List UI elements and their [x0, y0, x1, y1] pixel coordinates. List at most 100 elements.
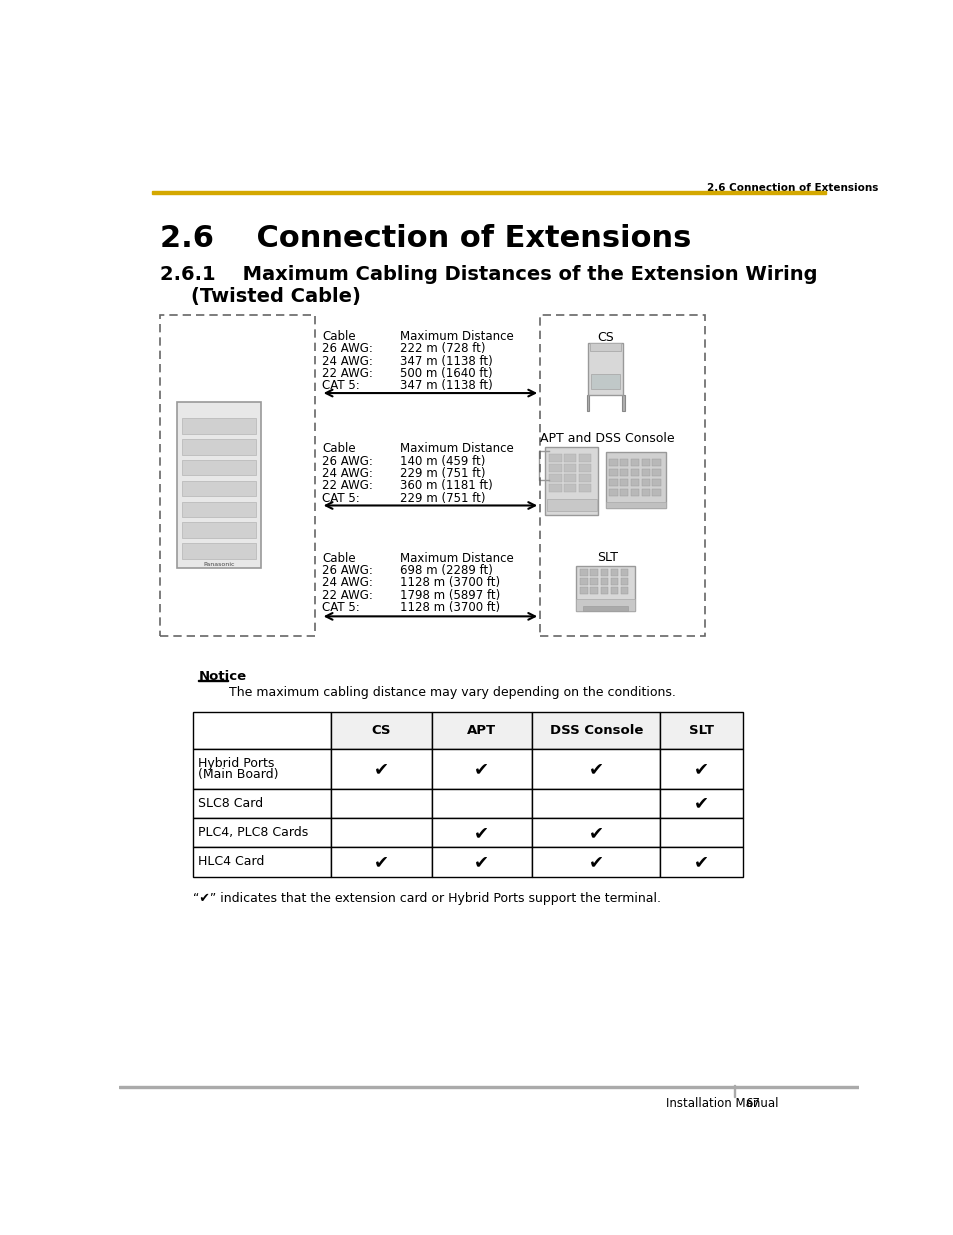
Text: Hybrid Ports: Hybrid Ports [198, 757, 274, 769]
Text: 22 AWG:: 22 AWG: [322, 367, 373, 380]
Bar [563, 464, 576, 472]
Bar [331, 711, 431, 748]
Text: 26 AWG:: 26 AWG: [322, 454, 373, 468]
Bar [532, 711, 659, 748]
Text: ✔: ✔ [588, 824, 603, 842]
Bar [549, 454, 561, 462]
Text: SLT: SLT [688, 724, 714, 737]
Bar [630, 468, 639, 477]
Bar [587, 343, 622, 395]
Bar [331, 847, 431, 877]
Text: ✔: ✔ [474, 853, 489, 871]
Bar [182, 522, 256, 537]
Bar [630, 489, 639, 496]
Bar [578, 464, 591, 472]
Bar [599, 578, 608, 585]
Bar [659, 789, 742, 818]
Bar [641, 468, 649, 477]
Bar [331, 748, 431, 789]
Bar [659, 748, 742, 789]
Bar [591, 374, 619, 389]
Bar [532, 748, 659, 789]
Bar [619, 478, 628, 487]
Text: “✔” indicates that the extension card or Hybrid Ports support the terminal.: “✔” indicates that the extension card or… [193, 892, 660, 905]
Text: 24 AWG:: 24 AWG: [322, 467, 373, 480]
Bar [545, 447, 598, 515]
Text: 1798 m (5897 ft): 1798 m (5897 ft) [399, 589, 499, 601]
Bar [182, 501, 256, 517]
Bar [610, 578, 618, 585]
Bar [578, 484, 591, 492]
Bar [590, 568, 598, 576]
Bar [193, 847, 331, 877]
Bar [590, 343, 620, 351]
Bar [546, 499, 596, 511]
Text: DSS Console: DSS Console [549, 724, 642, 737]
Text: APT: APT [467, 724, 496, 737]
Bar [193, 789, 331, 818]
Bar [619, 489, 628, 496]
Bar [576, 599, 634, 611]
Bar [532, 818, 659, 847]
Bar [331, 818, 431, 847]
Bar [193, 711, 331, 748]
Text: 2.6    Connection of Extensions: 2.6 Connection of Extensions [159, 224, 690, 253]
Bar [152, 190, 825, 194]
Text: 222 m (728 ft): 222 m (728 ft) [399, 342, 485, 356]
Bar [641, 489, 649, 496]
Bar [182, 480, 256, 496]
Text: 229 m (751 ft): 229 m (751 ft) [399, 467, 485, 480]
Text: ✔: ✔ [374, 853, 389, 871]
Text: 347 m (1138 ft): 347 m (1138 ft) [399, 379, 492, 393]
Text: CAT 5:: CAT 5: [322, 379, 359, 393]
Text: ✔: ✔ [694, 794, 708, 813]
Bar [619, 458, 628, 466]
Text: Cable: Cable [322, 552, 355, 564]
Bar [532, 847, 659, 877]
Bar [532, 789, 659, 818]
Bar [641, 478, 649, 487]
Bar [579, 587, 587, 594]
Text: 22 AWG:: 22 AWG: [322, 589, 373, 601]
Text: (Twisted Cable): (Twisted Cable) [192, 287, 361, 306]
Bar [652, 478, 660, 487]
Bar [659, 847, 742, 877]
Bar [605, 452, 666, 508]
Bar [652, 458, 660, 466]
Text: Panasonic: Panasonic [203, 562, 234, 567]
Text: Cable: Cable [322, 330, 355, 343]
Bar [605, 501, 666, 508]
Bar [620, 578, 628, 585]
Bar [659, 818, 742, 847]
Text: ✔: ✔ [474, 760, 489, 778]
Bar [608, 468, 617, 477]
Text: 26 AWG:: 26 AWG: [322, 564, 373, 577]
Bar [182, 461, 256, 475]
Text: ✔: ✔ [474, 824, 489, 842]
Bar [576, 567, 634, 611]
Text: Maximum Distance: Maximum Distance [399, 330, 513, 343]
Text: ✔: ✔ [588, 853, 603, 871]
Bar [331, 789, 431, 818]
Bar [549, 464, 561, 472]
Text: 1128 m (3700 ft): 1128 m (3700 ft) [399, 601, 499, 614]
Bar [659, 711, 742, 748]
Bar [620, 568, 628, 576]
Text: CAT 5:: CAT 5: [322, 601, 359, 614]
Bar [539, 315, 704, 636]
Text: CS: CS [597, 331, 614, 345]
Text: 24 AWG:: 24 AWG: [322, 354, 373, 368]
Bar [549, 484, 561, 492]
Bar [610, 587, 618, 594]
Text: 140 m (459 ft): 140 m (459 ft) [399, 454, 485, 468]
Bar [563, 474, 576, 482]
Text: CS: CS [371, 724, 391, 737]
Text: The maximum cabling distance may vary depending on the conditions.: The maximum cabling distance may vary de… [229, 685, 676, 699]
Bar [608, 458, 617, 466]
Text: SLT: SLT [597, 551, 618, 564]
Text: ✔: ✔ [694, 853, 708, 871]
Bar [159, 315, 314, 636]
Text: Installation Manual: Installation Manual [665, 1097, 778, 1110]
Text: 22 AWG:: 22 AWG: [322, 479, 373, 493]
Text: PLC4, PLC8 Cards: PLC4, PLC8 Cards [198, 826, 308, 840]
